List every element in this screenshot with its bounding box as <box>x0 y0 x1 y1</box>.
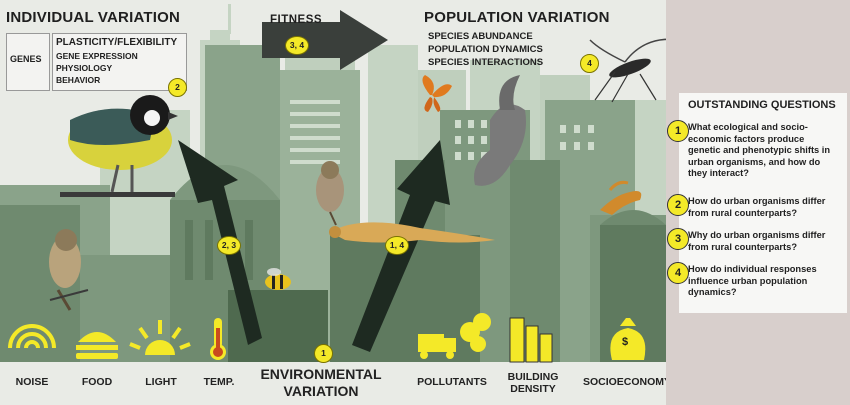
temp-label: TEMP. <box>203 376 235 388</box>
question-number-badge: 4 <box>667 262 689 284</box>
sparrow-illustration <box>49 229 89 311</box>
squirrel-illustration <box>474 75 526 186</box>
noise-waves-icon <box>8 324 56 349</box>
reference-badge: 3, 4 <box>285 36 309 55</box>
food-label: FOOD <box>81 376 113 388</box>
question-number-badge: 1 <box>667 120 689 142</box>
great-tit-illustration <box>60 95 178 197</box>
money-bag-icon <box>610 318 646 360</box>
reference-badge: 4 <box>580 54 599 73</box>
outstanding-questions-title: OUTSTANDING QUESTIONS <box>688 99 836 111</box>
building-density-label: BUILDING DENSITY <box>507 371 559 395</box>
reference-badge: 1 <box>314 344 333 363</box>
environmental-variation-box <box>254 362 388 405</box>
salamander-illustration <box>600 180 642 215</box>
bee-illustration <box>265 268 291 290</box>
light-label: LIGHT <box>145 376 177 388</box>
question-text: What ecological and socio-economic facto… <box>688 122 831 178</box>
question-number-badge: 2 <box>667 194 689 216</box>
pollution-truck-icon <box>418 313 491 359</box>
socioeconomy-label: SOCIOECONOMY <box>582 376 672 388</box>
lizard-illustration <box>329 222 495 243</box>
reference-badge: 2 <box>168 78 187 97</box>
pollutants-label: POLLUTANTS <box>417 376 487 388</box>
environmental-variation-label: ENVIRONMENTAL VARIATION <box>260 366 382 399</box>
population-item: SPECIES INTERACTIONS <box>428 57 544 68</box>
wren-illustration <box>316 161 344 226</box>
money-symbol: $ <box>622 336 629 348</box>
population-item: SPECIES ABUNDANCE <box>428 31 533 42</box>
building-density-icon <box>509 317 553 363</box>
left-arrow <box>178 140 262 345</box>
plasticity-item: BEHAVIOR <box>56 75 101 85</box>
burger-icon <box>76 332 118 359</box>
plasticity-box <box>52 33 187 91</box>
plasticity-title: PLASTICITY/FLEXIBILITY <box>56 37 178 48</box>
fitness-label: FITNESS <box>270 14 323 26</box>
reference-badge: 2, 3 <box>217 236 241 255</box>
butterfly-illustration <box>422 75 452 112</box>
individual-variation-title: INDIVIDUAL VARIATION <box>6 9 181 26</box>
fitness-arrow-icon <box>262 10 388 70</box>
light-rays-icon <box>129 320 191 355</box>
plasticity-item: PHYSIOLOGY <box>56 63 113 73</box>
question-text: Why do urban organisms differ from rural… <box>688 230 826 252</box>
thermometer-icon <box>210 318 226 360</box>
reference-badge: 1, 4 <box>385 236 409 255</box>
question-number-badge: 3 <box>667 228 689 250</box>
genes-label: GENES <box>10 54 42 64</box>
genes-box <box>6 33 50 91</box>
noise-label: NOISE <box>15 376 49 388</box>
population-variation-title: POPULATION VARIATION <box>424 9 610 26</box>
plasticity-item: GENE EXPRESSION <box>56 51 138 61</box>
population-item: POPULATION DYNAMICS <box>428 44 543 55</box>
question-text: How do individual responses influence ur… <box>688 264 817 297</box>
question-text: How do urban organisms differ from rural… <box>688 196 826 218</box>
outstanding-questions-box <box>679 93 847 313</box>
